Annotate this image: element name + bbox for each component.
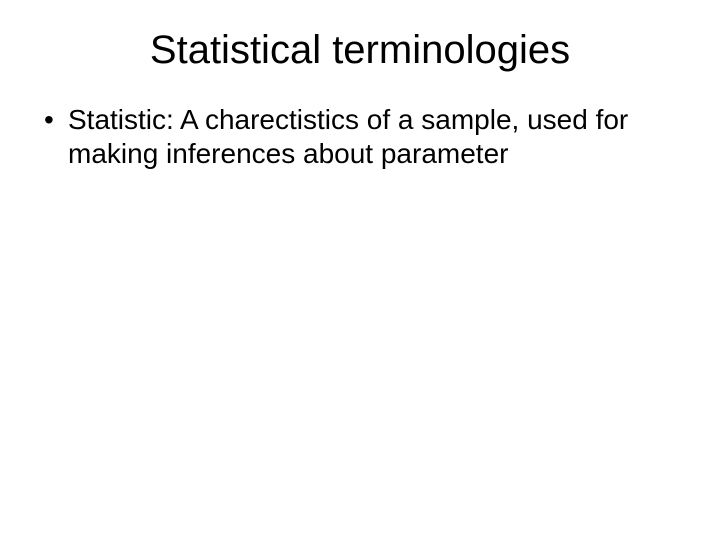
bullet-item: Statistic: A charectistics of a sample, … [40, 103, 680, 170]
slide: Statistical terminologies Statistic: A c… [0, 0, 720, 540]
bullet-list: Statistic: A charectistics of a sample, … [40, 103, 680, 170]
slide-title: Statistical terminologies [0, 20, 720, 103]
slide-body: Statistic: A charectistics of a sample, … [0, 103, 720, 170]
